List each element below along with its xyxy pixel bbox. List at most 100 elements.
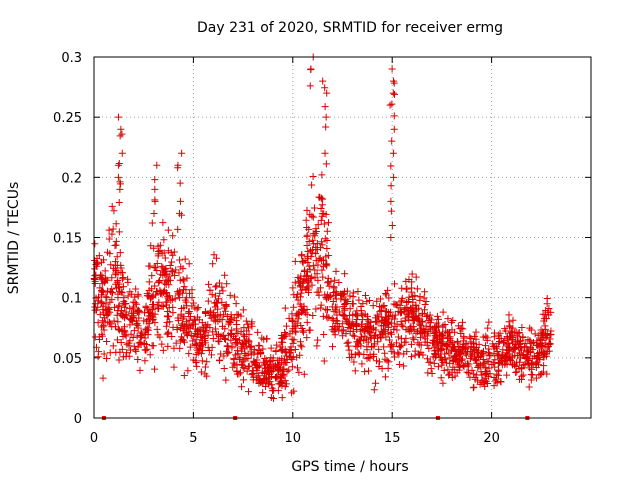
data-point xyxy=(102,293,110,301)
data-point xyxy=(420,326,428,334)
data-point xyxy=(187,332,195,340)
data-point xyxy=(256,377,264,385)
data-point xyxy=(303,231,311,239)
data-point xyxy=(226,319,234,327)
data-point xyxy=(91,333,99,341)
data-point xyxy=(501,325,509,333)
data-point xyxy=(325,282,333,290)
data-point xyxy=(183,330,191,338)
data-point xyxy=(407,353,415,361)
data-point xyxy=(314,261,322,269)
data-point xyxy=(408,270,416,278)
data-point xyxy=(381,327,389,335)
data-point xyxy=(285,314,293,322)
data-point xyxy=(353,316,361,324)
data-point xyxy=(381,355,389,363)
data-point xyxy=(387,330,395,338)
data-point xyxy=(431,353,439,361)
data-point xyxy=(349,311,357,319)
data-point xyxy=(309,312,317,320)
data-point xyxy=(413,285,421,293)
data-point xyxy=(128,316,136,324)
data-point xyxy=(226,291,234,299)
data-point xyxy=(263,361,271,369)
data-point xyxy=(318,212,326,220)
data-point xyxy=(168,333,176,341)
data-point xyxy=(224,342,232,350)
data-point xyxy=(361,332,369,340)
data-point xyxy=(103,312,111,320)
data-point xyxy=(404,297,412,305)
data-point xyxy=(181,255,189,263)
data-point xyxy=(145,278,153,286)
data-point xyxy=(111,241,119,249)
data-point xyxy=(323,237,331,245)
data-point xyxy=(418,309,426,317)
data-point xyxy=(176,276,184,284)
data-point xyxy=(321,103,329,111)
data-point xyxy=(123,349,131,357)
data-point xyxy=(217,350,225,358)
data-point xyxy=(184,367,192,375)
data-point xyxy=(135,306,143,314)
data-point xyxy=(176,337,184,345)
data-point xyxy=(293,364,301,372)
data-point xyxy=(509,316,517,324)
data-point xyxy=(300,328,308,336)
data-point xyxy=(110,317,118,325)
data-point xyxy=(303,206,311,214)
data-point xyxy=(496,352,504,360)
data-point xyxy=(129,317,137,325)
data-point xyxy=(394,333,402,341)
chart-title: Day 231 of 2020, SRMTID for receiver erm… xyxy=(197,20,503,36)
data-point xyxy=(103,338,111,346)
data-point xyxy=(423,313,431,321)
data-point xyxy=(423,341,431,349)
data-point xyxy=(274,387,282,395)
data-point xyxy=(296,283,304,291)
data-point xyxy=(114,325,122,333)
data-point xyxy=(390,77,398,85)
data-point xyxy=(251,361,259,369)
data-point xyxy=(276,343,284,351)
data-point xyxy=(272,347,280,355)
data-point xyxy=(268,368,276,376)
data-point xyxy=(202,328,210,336)
data-point xyxy=(113,284,121,292)
data-point xyxy=(442,345,450,353)
data-point xyxy=(104,310,112,318)
data-point xyxy=(322,253,330,261)
data-point xyxy=(156,333,164,341)
data-point xyxy=(115,198,123,206)
data-point xyxy=(186,343,194,351)
data-point xyxy=(108,296,116,304)
data-point xyxy=(390,112,398,120)
data-point xyxy=(108,230,116,238)
x-tick-label: 15 xyxy=(384,431,401,446)
data-point xyxy=(316,284,324,292)
data-point xyxy=(321,149,329,157)
data-point xyxy=(151,185,159,193)
plot-frame xyxy=(93,56,592,419)
data-point xyxy=(467,353,475,361)
data-point xyxy=(159,346,167,354)
data-point xyxy=(116,185,124,193)
x-tick-label: 20 xyxy=(483,431,500,446)
data-point xyxy=(136,366,144,374)
data-point xyxy=(185,308,193,316)
data-point xyxy=(275,361,283,369)
data-point xyxy=(222,376,230,384)
data-point xyxy=(185,260,193,268)
data-point xyxy=(250,358,258,366)
data-point xyxy=(221,307,229,315)
data-point xyxy=(321,235,329,243)
data-point xyxy=(387,319,395,327)
data-point xyxy=(335,308,343,316)
data-point xyxy=(356,327,364,335)
data-point xyxy=(98,332,106,340)
data-point xyxy=(133,319,141,327)
data-point xyxy=(231,361,239,369)
data-point xyxy=(278,334,286,342)
data-point xyxy=(244,350,252,358)
data-point xyxy=(332,316,340,324)
